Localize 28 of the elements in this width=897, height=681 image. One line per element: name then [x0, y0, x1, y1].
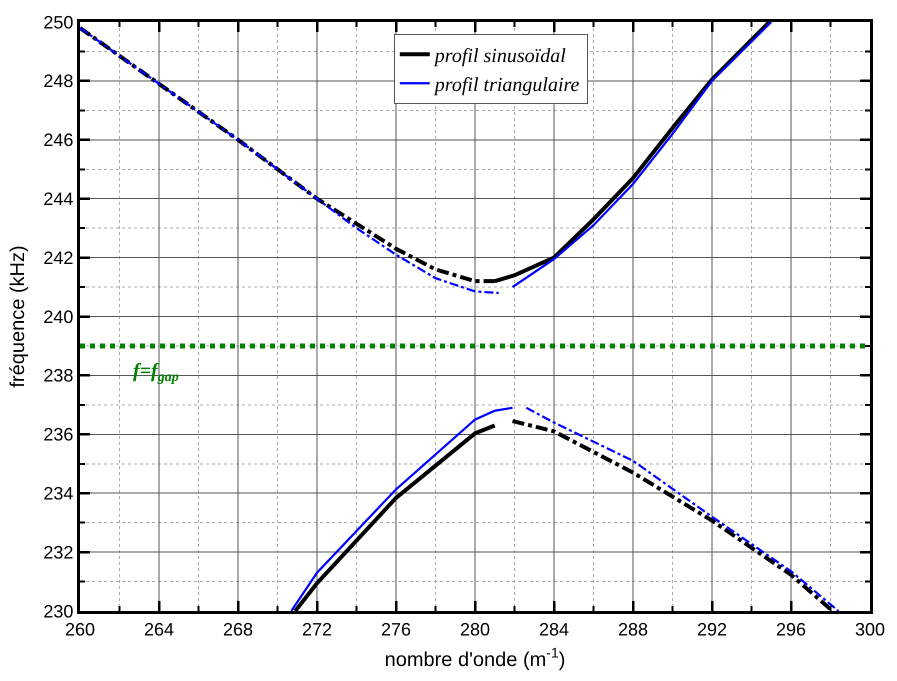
x-tick-label: 268: [222, 620, 254, 640]
x-tick-label: 264: [144, 620, 174, 640]
y-tick-label: 238: [43, 366, 74, 386]
y-tick-label: 236: [43, 424, 74, 445]
y-tick-label: 244: [43, 189, 74, 209]
x-tick-label: 288: [618, 620, 648, 640]
legend-label: profil triangulaire: [432, 74, 580, 96]
y-tick-label: 248: [43, 71, 74, 92]
y-tick-label: 232: [43, 542, 74, 562]
y-tick-label: 234: [43, 484, 74, 504]
legend-label: profil sinusoïdal: [432, 45, 566, 68]
x-tick-label: 296: [776, 620, 806, 640]
x-tick-label: 300: [854, 620, 886, 640]
x-tick-label: 280: [460, 620, 490, 640]
y-tick-label: 240: [43, 306, 74, 327]
y-tick-label: 230: [43, 601, 74, 622]
x-tick-label: 272: [302, 620, 332, 640]
x-axis-title: nombre d'onde (m$^{-1}$): [384, 644, 566, 672]
x-tick-label: 276: [380, 620, 412, 640]
line-series: [290, 406, 514, 611]
x-tick-label: 284: [538, 620, 570, 640]
y-tick-label: 250: [43, 12, 74, 32]
line-series: [293, 423, 497, 611]
x-tick-label: 260: [64, 620, 96, 640]
y-tick-label: 242: [43, 248, 74, 268]
y-tick-label: 246: [43, 130, 74, 150]
x-tick-label: 292: [696, 620, 728, 640]
y-axis-title: fréquence (kHz): [6, 245, 29, 388]
